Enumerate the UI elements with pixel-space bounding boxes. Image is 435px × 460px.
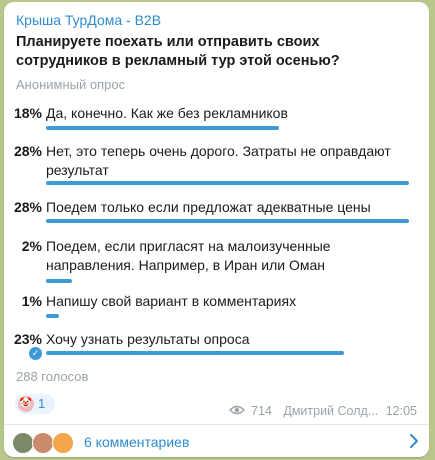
post-author: Дмитрий Солд... — [283, 403, 379, 418]
option-text: Поедем только если предложат адекватные … — [46, 199, 371, 215]
poll-option-selected[interactable]: 23% Хочу узнать результаты опроса ✓ — [4, 330, 429, 360]
option-percent: 1% — [21, 293, 42, 309]
views-count: 714 — [251, 403, 272, 418]
divider — [4, 424, 429, 425]
clown-face-icon: 🤡 — [18, 396, 34, 412]
eye-icon — [228, 404, 248, 418]
message-meta: 714 Дмитрий Солд... 12:05 — [228, 403, 417, 418]
option-text: Поедем, если пригласят на малоизученные … — [46, 238, 331, 273]
avatar — [32, 432, 54, 454]
option-percent: 28% — [13, 143, 42, 159]
option-text: Напишу свой вариант в комментариях — [46, 293, 297, 309]
avatar — [52, 432, 74, 454]
option-text: Нет, это теперь очень дорого. Затраты не… — [46, 143, 391, 178]
reaction-chip[interactable]: 🤡 1 — [15, 394, 55, 414]
option-text: Да, конечно. Как же без рекламников — [46, 105, 288, 121]
comments-label: 6 комментариев — [84, 434, 190, 450]
poll-type-label: Анонимный опрос — [16, 77, 126, 92]
option-result-bar — [46, 314, 59, 318]
chevron-right-icon — [410, 434, 418, 448]
poll-option[interactable]: 18% Да, конечно. Как же без рекламников — [4, 104, 429, 134]
option-result-bar — [46, 181, 409, 185]
option-result-bar — [46, 351, 344, 355]
poll-option[interactable]: 28% Нет, это теперь очень дорого. Затрат… — [4, 142, 429, 187]
option-result-bar — [46, 219, 409, 223]
option-result-bar — [46, 126, 279, 130]
avatar — [12, 432, 34, 454]
reaction-count: 1 — [38, 396, 46, 411]
option-percent: 2% — [21, 238, 42, 254]
option-percent: 28% — [13, 199, 42, 215]
total-votes: 288 голосов — [16, 369, 89, 384]
poll-question: Планируете поехать или отправить своих с… — [16, 34, 340, 69]
post-time: 12:05 — [385, 403, 417, 418]
option-result-bar — [46, 279, 72, 283]
poll-option[interactable]: 1% Напишу свой вариант в комментариях — [4, 292, 429, 322]
checkmark-icon: ✓ — [29, 347, 42, 360]
poll-option[interactable]: 28% Поедем только если предложат адекват… — [4, 198, 429, 228]
comments-button[interactable]: 6 комментариев — [4, 425, 429, 457]
option-percent: 18% — [13, 105, 42, 121]
option-percent: 23% — [13, 331, 42, 347]
channel-name[interactable]: Крыша ТурДома - B2B — [16, 12, 162, 28]
poll-option[interactable]: 2% Поедем, если пригласят на малоизученн… — [4, 237, 429, 287]
option-text: Хочу узнать результаты опроса — [46, 331, 250, 347]
message-bubble: Крыша ТурДома - B2B Планируете поехать и… — [4, 2, 429, 457]
